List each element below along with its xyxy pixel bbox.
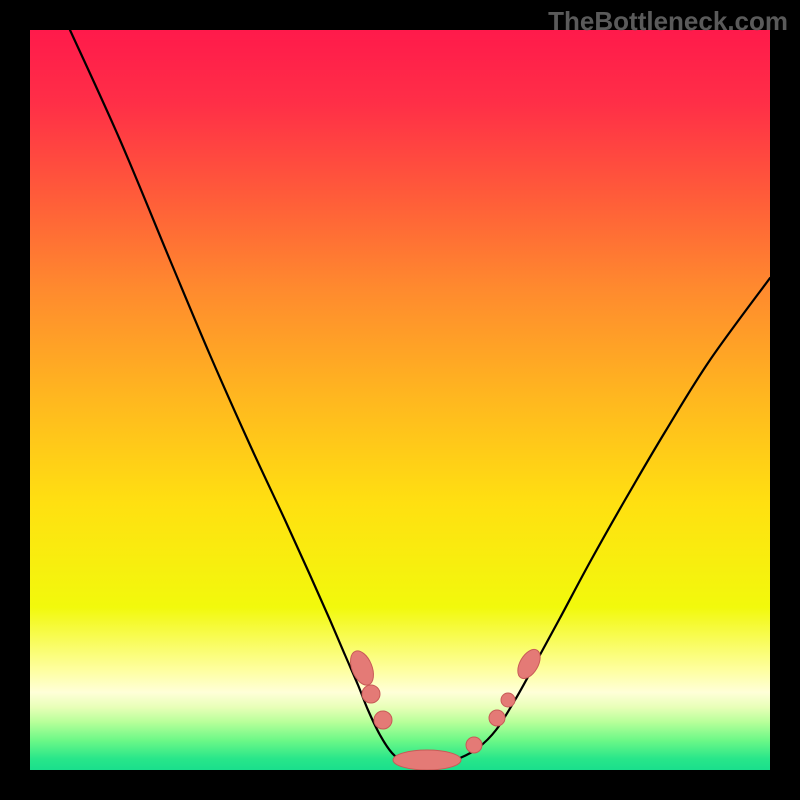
marker-point	[501, 693, 515, 707]
chart-svg	[0, 0, 800, 800]
marker-lozenge	[393, 750, 461, 770]
marker-point	[489, 710, 505, 726]
marker-point	[362, 685, 380, 703]
chart-frame: TheBottleneck.com	[0, 0, 800, 800]
watermark-text: TheBottleneck.com	[548, 6, 788, 37]
marker-point	[374, 711, 392, 729]
plot-background	[30, 30, 770, 770]
marker-point	[466, 737, 482, 753]
